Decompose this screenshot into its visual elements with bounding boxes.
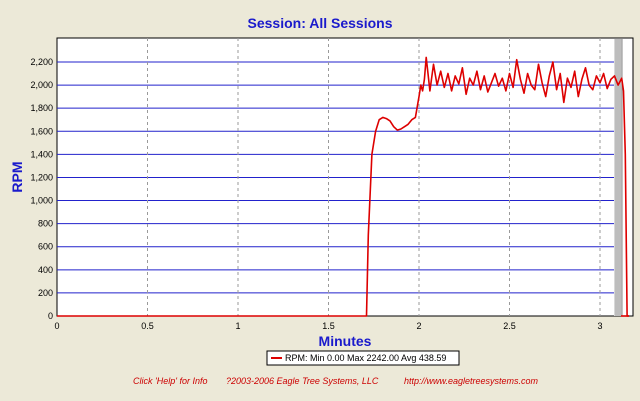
- y-tick-label: 0: [48, 311, 53, 321]
- x-tick-labels: 00.511.522.533.544.555.56: [54, 321, 602, 331]
- y-tick-label: 1,000: [30, 196, 53, 206]
- x-tick-label: 1: [235, 321, 240, 331]
- y-tick-label: 2,000: [30, 80, 53, 90]
- x-tick-label: 2.5: [503, 321, 516, 331]
- y-tick-label: 1,200: [30, 172, 53, 182]
- y-tick-labels: 0 200 400 600 800 1,000 1,200 1,400 1,600 1,800 2,…: [30, 57, 53, 321]
- grid: [57, 38, 622, 316]
- footer-copyright: ?2003-2006 Eagle Tree Systems, LLC: [226, 376, 379, 386]
- x-tick-label: 1.5: [322, 321, 335, 331]
- y-tick-label: 800: [38, 219, 53, 229]
- y-tick-label: 1,600: [30, 126, 53, 136]
- y-tick-label: 600: [38, 242, 53, 252]
- legend: RPM: Min 0.00 Max 2242.00 Avg 438.59: [266, 350, 460, 366]
- series-line-rpm: [57, 56, 629, 317]
- y-tick-label: 2,200: [30, 57, 53, 67]
- legend-entry-rpm: RPM: Min 0.00 Max 2242.00 Avg 438.59: [285, 353, 446, 363]
- y-axis-title: RPM: [9, 161, 25, 192]
- x-tick-label: 0.5: [141, 321, 154, 331]
- series-rpm: [57, 56, 629, 317]
- x-tick-label: 2: [416, 321, 421, 331]
- footer-help[interactable]: Click 'Help' for Info: [133, 376, 207, 386]
- x-axis-title: Minutes: [319, 333, 372, 349]
- y-tick-label: 400: [38, 265, 53, 275]
- footer-url[interactable]: http://www.eagletreesystems.com: [404, 376, 539, 386]
- y-tick-label: 200: [38, 288, 53, 298]
- y-tick-label: 1,800: [30, 103, 53, 113]
- scrollbar-thumb[interactable]: [615, 39, 621, 316]
- y-tick-label: 1,400: [30, 149, 53, 159]
- x-tick-label: 0: [54, 321, 59, 331]
- x-tick-label: 3: [597, 321, 602, 331]
- legend-box: [266, 350, 460, 366]
- chart-title: Session: All Sessions: [248, 15, 393, 31]
